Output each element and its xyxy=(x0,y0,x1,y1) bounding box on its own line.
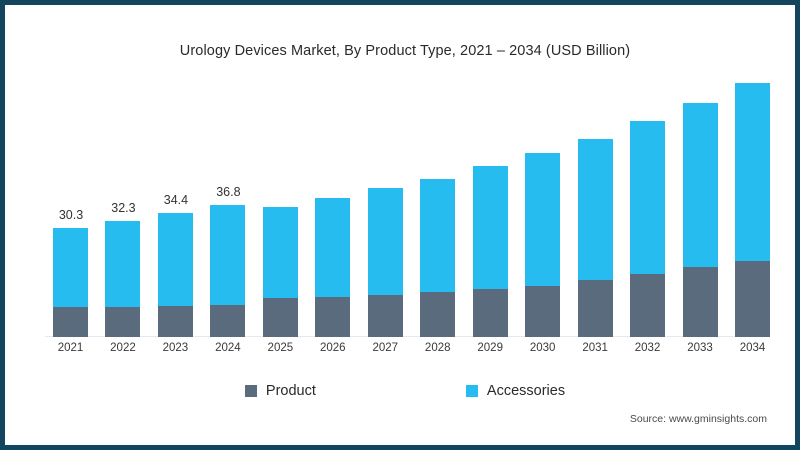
bar-segment-product[interactable] xyxy=(577,280,613,337)
bar-segment-product[interactable] xyxy=(420,292,456,337)
source-attribution: Source: www.gminsights.com xyxy=(629,413,767,425)
bar-value-label: 30.3 xyxy=(58,207,84,222)
x-axis-tick-label: 2025 xyxy=(267,342,294,354)
bar-segment-accessories[interactable] xyxy=(472,166,508,289)
plot-area: 30.3 32.3 34.4 36.8 xyxy=(45,83,770,337)
bar-segment-product[interactable] xyxy=(630,274,666,337)
page-title: Urology Devices Market, By Product Type,… xyxy=(179,43,631,59)
x-axis-tick-label: 2030 xyxy=(529,342,556,354)
x-axis-tick-label: 2021 xyxy=(57,342,84,354)
x-axis-tick-label: 2028 xyxy=(424,342,451,354)
x-axis-tick-label: 2023 xyxy=(162,342,189,354)
x-axis-tick-label: 2031 xyxy=(582,342,608,354)
bar-segment-product[interactable] xyxy=(210,304,246,337)
bar-segment-product[interactable] xyxy=(525,285,561,337)
bar-segment-accessories[interactable] xyxy=(682,102,718,267)
bar-segment-product[interactable] xyxy=(262,298,298,337)
bar-segment-accessories[interactable] xyxy=(105,220,141,307)
bar-segment-product[interactable] xyxy=(315,297,351,337)
bar-segment-accessories[interactable] xyxy=(210,204,246,305)
bar-segment-accessories[interactable] xyxy=(577,139,613,281)
x-axis-tick-label: 2032 xyxy=(634,342,661,354)
bar-value-label: 32.3 xyxy=(111,200,136,215)
bar-segment-accessories[interactable] xyxy=(53,227,88,307)
bar-segment-product[interactable] xyxy=(682,266,718,337)
x-axis-tick-label: 2027 xyxy=(372,342,399,354)
legend-swatch-product xyxy=(244,385,257,397)
bar-segment-product[interactable] xyxy=(105,306,141,337)
bar-segment-accessories[interactable] xyxy=(262,207,298,299)
bar-segment-product[interactable] xyxy=(53,306,88,337)
bar-segment-accessories[interactable] xyxy=(420,178,456,292)
bar-segment-accessories[interactable] xyxy=(735,83,770,262)
bar-segment-accessories[interactable] xyxy=(367,187,403,296)
legend-item-product[interactable]: Product xyxy=(244,383,316,399)
x-axis-tick-label: 2024 xyxy=(215,342,241,354)
axis-baseline xyxy=(45,336,770,337)
bar-segment-accessories[interactable] xyxy=(525,153,561,286)
legend-swatch-accessories xyxy=(465,385,478,397)
x-axis-tick-label: 2033 xyxy=(687,342,713,354)
bar-segment-product[interactable] xyxy=(367,295,403,337)
bar-segment-accessories[interactable] xyxy=(315,198,351,298)
bar-segment-product[interactable] xyxy=(157,305,193,337)
x-axis-tick-label: 2034 xyxy=(739,342,766,354)
bar-value-label: 34.4 xyxy=(163,193,189,208)
bar-segment-accessories[interactable] xyxy=(157,213,193,306)
bar-segment-accessories[interactable] xyxy=(630,120,666,274)
bar-value-label: 36.8 xyxy=(216,184,241,199)
legend-label-accessories: Accessories xyxy=(486,383,566,399)
x-axis-tick-label: 2022 xyxy=(110,342,136,354)
legend-item-accessories[interactable]: Accessories xyxy=(465,383,566,399)
x-axis-tick-label: 2029 xyxy=(477,342,503,354)
bar-segment-product[interactable] xyxy=(735,261,770,337)
legend-label-product: Product xyxy=(265,383,316,399)
chart-legend: Product Accessories xyxy=(5,383,795,399)
x-axis-tick-label: 2026 xyxy=(320,342,346,354)
bar-segment-product[interactable] xyxy=(472,288,508,337)
